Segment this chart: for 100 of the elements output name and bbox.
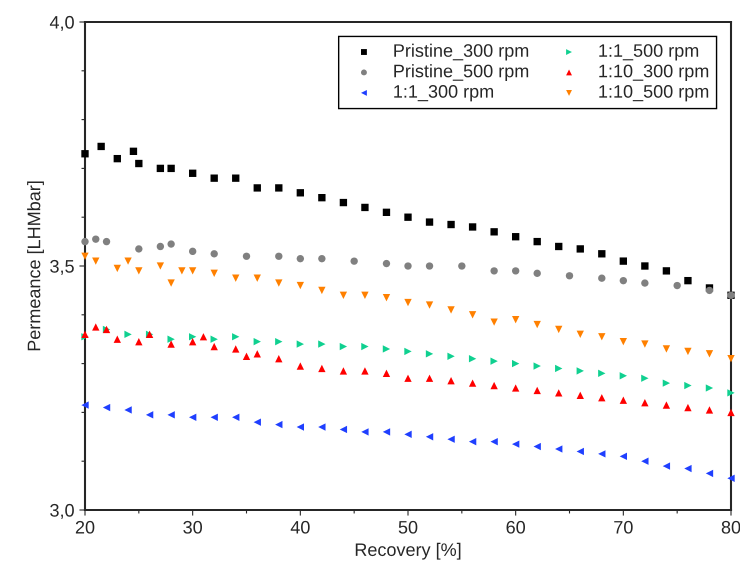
- point: [727, 474, 735, 482]
- point: [706, 350, 714, 358]
- point: [534, 362, 541, 370]
- point: [555, 445, 562, 453]
- point: [404, 298, 412, 306]
- point: [512, 267, 520, 275]
- point: [404, 214, 412, 221]
- point: [490, 228, 498, 236]
- point: [404, 348, 412, 356]
- point: [490, 318, 498, 326]
- point: [232, 414, 240, 421]
- point: [426, 262, 434, 270]
- point: [620, 396, 628, 404]
- point: [232, 345, 240, 353]
- x-tick-label: 30: [183, 520, 202, 534]
- point: [92, 235, 100, 243]
- point: [210, 174, 218, 182]
- x-tick-label: 60: [506, 520, 526, 534]
- point: [566, 272, 574, 280]
- point: [188, 338, 196, 346]
- point: [135, 160, 143, 168]
- point: [512, 316, 520, 324]
- point: [598, 274, 606, 282]
- point: [296, 423, 304, 431]
- point: [361, 367, 369, 375]
- point: [318, 194, 326, 202]
- point: [318, 423, 326, 431]
- point: [81, 238, 89, 246]
- point: [534, 270, 541, 277]
- point: [146, 411, 154, 419]
- point: [641, 262, 649, 270]
- point: [426, 350, 434, 358]
- point: [361, 204, 369, 212]
- point: [512, 440, 520, 448]
- point: [662, 379, 670, 387]
- point: [296, 340, 304, 348]
- point: [598, 333, 606, 340]
- point: [254, 274, 261, 282]
- point: [242, 252, 250, 260]
- point: [684, 404, 692, 412]
- point: [81, 150, 89, 158]
- point: [156, 262, 164, 270]
- point: [706, 470, 714, 478]
- point: [641, 374, 649, 382]
- point: [275, 184, 282, 192]
- point: [361, 342, 369, 350]
- point: [641, 458, 649, 465]
- x-tick-label: 70: [614, 520, 633, 534]
- point: [102, 404, 110, 412]
- point: [135, 338, 143, 346]
- point: [598, 394, 606, 402]
- point: [490, 438, 498, 446]
- point: [641, 398, 649, 406]
- point: [81, 252, 89, 260]
- point: [404, 430, 412, 438]
- point: [81, 330, 89, 338]
- point: [318, 255, 326, 262]
- point: [81, 401, 89, 409]
- point: [167, 279, 175, 287]
- legend-label: 1:10_500 rpm: [599, 85, 708, 102]
- point: [135, 245, 143, 253]
- y-tick-label: 4,0: [50, 16, 74, 31]
- point: [167, 340, 175, 348]
- x-axis-title: Recovery [%]: [356, 542, 460, 560]
- point: [555, 326, 562, 334]
- point: [662, 462, 670, 470]
- point: [210, 270, 218, 277]
- point: [188, 248, 196, 256]
- point: [382, 294, 390, 302]
- point: [188, 414, 196, 421]
- legend-label: 1:10_300 rpm: [599, 64, 708, 81]
- point: [447, 352, 455, 360]
- point: [576, 448, 584, 456]
- y-tick-label: 3,5: [50, 260, 74, 275]
- x-tick-label: 40: [290, 520, 310, 534]
- point: [706, 286, 714, 294]
- point: [210, 250, 218, 258]
- point: [318, 364, 326, 372]
- point: [210, 414, 218, 421]
- point: [468, 379, 476, 387]
- point: [404, 262, 412, 270]
- point: [426, 301, 434, 309]
- legend-label: 1:1_500 rpm: [599, 44, 698, 60]
- point: [210, 342, 218, 350]
- point: [167, 240, 175, 248]
- point: [458, 262, 466, 270]
- point: [254, 418, 261, 426]
- point: [620, 338, 628, 346]
- point: [210, 336, 218, 343]
- point: [620, 276, 628, 284]
- point: [555, 242, 562, 250]
- point: [706, 406, 714, 414]
- point: [598, 250, 606, 258]
- point: [662, 345, 670, 353]
- point: [254, 350, 261, 358]
- point: [361, 292, 369, 299]
- point: [468, 355, 476, 362]
- point: [512, 360, 520, 368]
- point: [727, 389, 735, 397]
- point: [124, 406, 132, 414]
